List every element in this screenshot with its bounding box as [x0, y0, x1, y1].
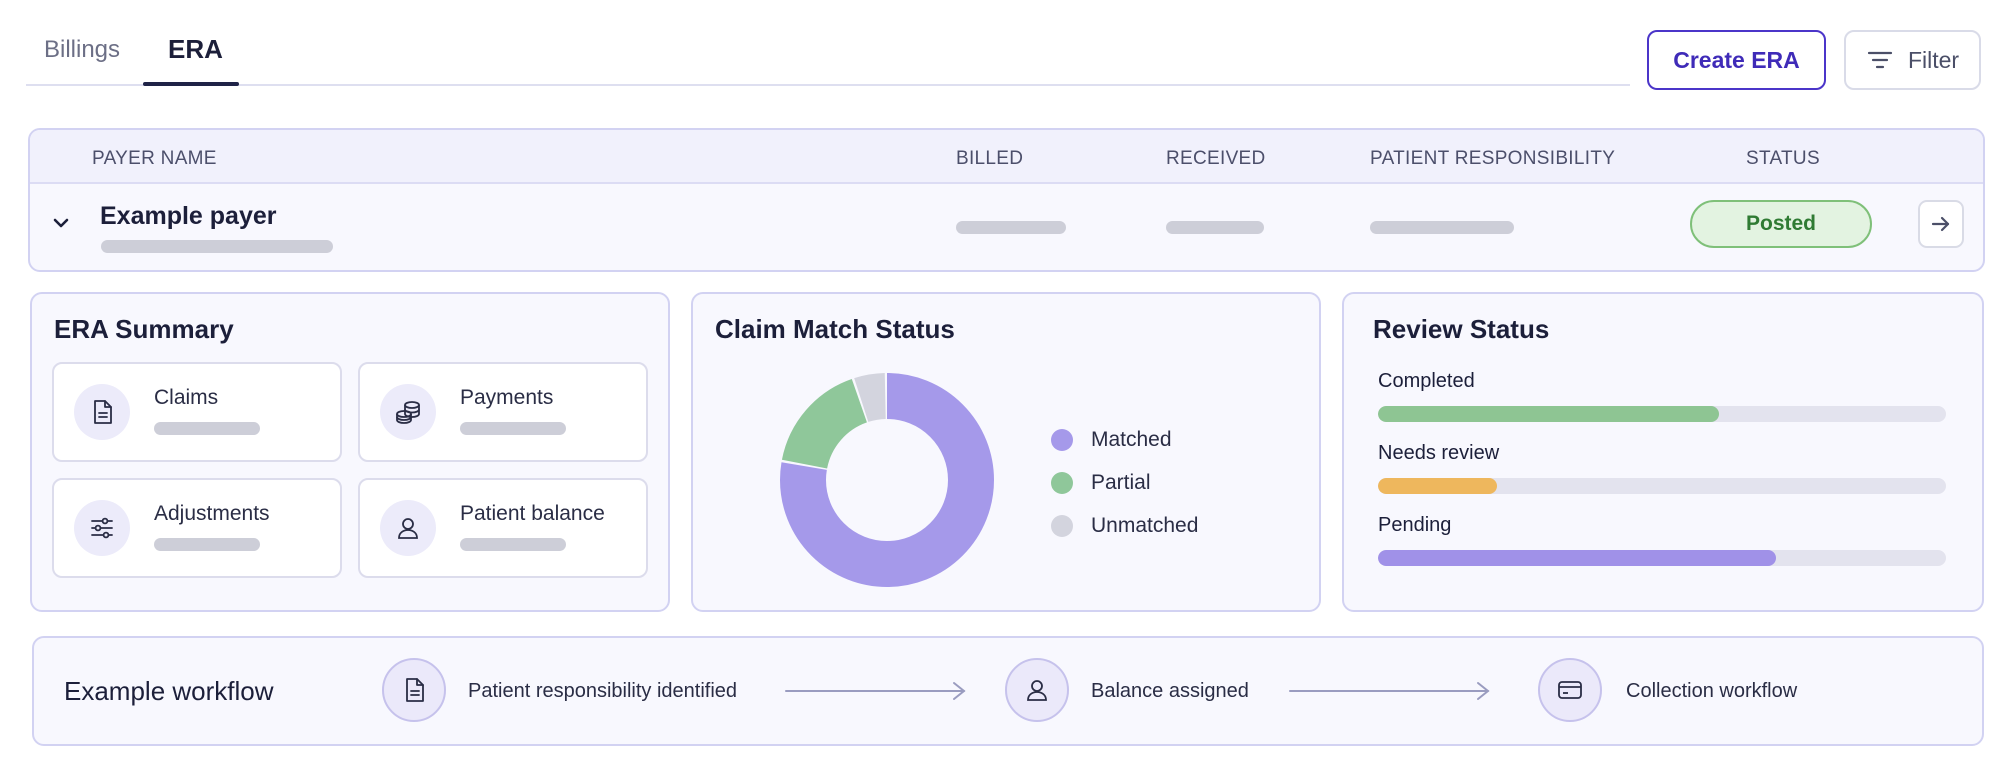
payer-subtext-placeholder	[101, 240, 333, 253]
legend-swatch	[1051, 471, 1073, 494]
filter-button[interactable]: Filter	[1844, 30, 1981, 90]
summary-tile-payments[interactable]: Payments	[358, 362, 648, 462]
create-era-button[interactable]: Create ERA	[1647, 30, 1826, 90]
coins-icon	[380, 384, 436, 440]
column-header-patient-responsibility: PATIENT RESPONSIBILITY	[1370, 148, 1616, 169]
filter-label: Filter	[1907, 46, 1960, 73]
open-row-button[interactable]	[1918, 200, 1964, 248]
column-header-received: RECEIVED	[1166, 148, 1266, 169]
tile-value-placeholder	[460, 538, 566, 551]
arrow-right-icon	[785, 682, 966, 700]
tile-label: Adjustments	[154, 502, 270, 525]
legend-item-unmatched: Unmatched	[1051, 504, 1198, 547]
legend-swatch	[1051, 514, 1073, 537]
legend-item-partial: Partial	[1051, 461, 1198, 504]
chart-legend: Matched Partial Unmatched	[1051, 418, 1198, 547]
progress-track-completed	[1378, 406, 1946, 422]
chevron-down-icon[interactable]	[48, 210, 74, 236]
workflow-title: Example workflow	[64, 676, 274, 706]
tile-label: Patient balance	[460, 502, 605, 525]
legend-label: Partial	[1091, 470, 1151, 494]
donut-slice-matched	[780, 373, 994, 587]
review-label-needs-review: Needs review	[1378, 442, 1500, 464]
filter-icon	[1867, 51, 1893, 69]
card-icon	[1538, 658, 1602, 722]
progress-fill-pending	[1378, 550, 1776, 566]
summary-tile-patient-balance[interactable]: Patient balance	[358, 478, 648, 578]
progress-track-needs-review	[1378, 478, 1946, 494]
tile-value-placeholder	[460, 422, 566, 435]
progress-fill-completed	[1378, 406, 1719, 422]
payer-name: Example payer	[100, 202, 277, 230]
arrow-right-icon	[1289, 682, 1490, 700]
column-header-billed: BILLED	[956, 148, 1024, 169]
example-workflow-panel: Example workflow Patient responsibility …	[32, 636, 1984, 746]
tile-label: Payments	[460, 386, 554, 409]
tile-value-placeholder	[154, 422, 260, 435]
legend-item-matched: Matched	[1051, 418, 1198, 461]
status-badge: Posted	[1690, 200, 1872, 248]
workflow-step-label: Balance assigned	[1091, 680, 1249, 702]
table-row[interactable]: Example payer Posted	[30, 184, 1983, 270]
tab-era[interactable]: ERA	[168, 34, 223, 64]
tab-billings[interactable]: Billings	[44, 36, 121, 63]
claim-match-donut-chart	[780, 373, 994, 587]
summary-tile-adjustments[interactable]: Adjustments	[52, 478, 342, 578]
person-icon	[1005, 658, 1069, 722]
claim-match-card: Claim Match Status Matched Partial Unmat…	[691, 292, 1321, 612]
era-summary-title: ERA Summary	[54, 314, 234, 344]
claim-match-title: Claim Match Status	[715, 314, 955, 344]
review-status-title: Review Status	[1373, 314, 1550, 344]
column-header-payer: PAYER NAME	[92, 148, 217, 169]
person-icon	[380, 500, 436, 556]
progress-fill-needs-review	[1378, 478, 1498, 494]
review-status-card: Review Status Completed Needs review Pen…	[1342, 292, 1984, 612]
era-summary-card: ERA Summary Claims Payments Adjustments	[30, 292, 670, 612]
document-icon	[382, 658, 446, 722]
review-label-completed: Completed	[1378, 370, 1475, 392]
arrow-right-icon	[1931, 216, 1950, 232]
workflow-step-label: Patient responsibility identified	[468, 680, 738, 702]
billed-placeholder	[956, 221, 1066, 234]
era-table: PAYER NAME BILLED RECEIVED PATIENT RESPO…	[28, 128, 1985, 272]
table-header: PAYER NAME BILLED RECEIVED PATIENT RESPO…	[30, 130, 1983, 184]
workflow-step-label: Collection workflow	[1626, 680, 1798, 702]
active-tab-indicator	[143, 82, 239, 86]
document-icon	[74, 384, 130, 440]
review-label-pending: Pending	[1378, 514, 1452, 536]
legend-label: Unmatched	[1091, 513, 1199, 537]
tab-bar: Billings ERA	[26, 0, 1630, 86]
progress-track-pending	[1378, 550, 1946, 566]
patient-responsibility-placeholder	[1370, 221, 1514, 234]
tile-label: Claims	[154, 386, 219, 409]
received-placeholder	[1166, 221, 1264, 234]
summary-tile-claims[interactable]: Claims	[52, 362, 342, 462]
legend-label: Matched	[1091, 427, 1172, 451]
tile-value-placeholder	[154, 538, 260, 551]
column-header-status: STATUS	[1746, 148, 1820, 169]
legend-swatch	[1051, 428, 1073, 451]
sliders-icon	[74, 500, 130, 556]
